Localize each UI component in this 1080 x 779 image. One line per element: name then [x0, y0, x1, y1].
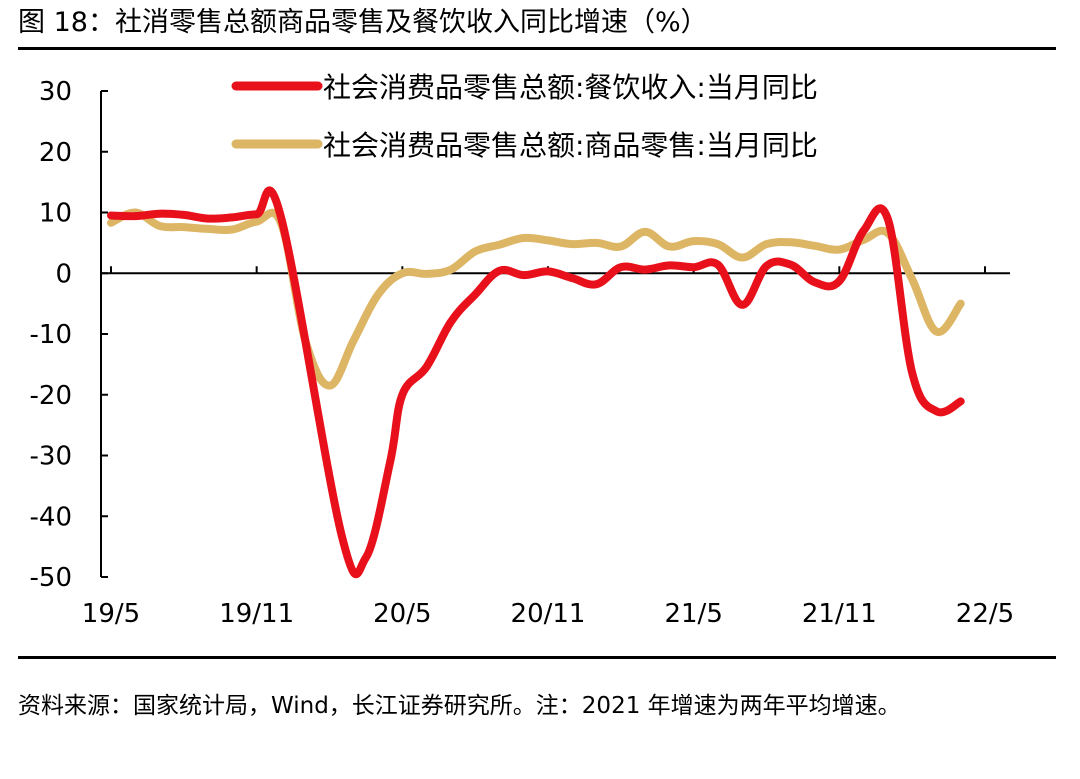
x-tick-label: 20/11 [511, 599, 586, 629]
x-tick-label: 19/11 [219, 599, 294, 629]
series-line-goods [107, 208, 965, 390]
y-tick-label: -10 [30, 320, 72, 350]
series-lines [107, 186, 965, 579]
y-tick-label: -30 [30, 442, 72, 472]
legend-label-catering: 社会消费品零售总额:餐饮收入:当月同比 [323, 71, 818, 104]
title-rule [18, 47, 1056, 50]
plot-frame [100, 91, 1010, 577]
legend-label-goods: 社会消费品零售总额:商品零售:当月同比 [323, 129, 818, 162]
source-rule [18, 656, 1056, 659]
y-tick-label: -50 [30, 563, 72, 593]
y-tick-label: -40 [30, 502, 72, 532]
y-tick-label: -20 [30, 381, 72, 411]
y-tick-label: 10 [39, 199, 72, 229]
y-axis-ticks: 30 20 10 0 -10 -20 -30 -40 -50 [30, 77, 108, 593]
x-tick-label: 22/5 [956, 599, 1014, 629]
chart-title: 图 18：社消零售总额商品零售及餐饮收入同比增速（%） [18, 7, 708, 38]
legend: 社会消费品零售总额:餐饮收入:当月同比 社会消费品零售总额:商品零售:当月同比 [231, 71, 818, 162]
y-tick-label: 0 [55, 259, 72, 289]
series-line-catering [107, 186, 965, 579]
y-tick-label: 20 [39, 138, 72, 168]
line-chart: 30 20 10 0 -10 -20 -30 -40 -50 19/5 19/11 20/5 20/1… [30, 71, 1015, 629]
x-tick-label: 21/11 [802, 599, 877, 629]
y-tick-label: 30 [39, 77, 72, 107]
source-note: 资料来源：国家统计局，Wind，长江证券研究所。注：2021 年增速为两年平均增… [18, 693, 901, 719]
x-tick-label: 21/5 [664, 599, 722, 629]
x-tick-label: 19/5 [82, 599, 140, 629]
x-axis-ticks: 19/5 19/11 20/5 20/11 21/5 21/11 22/5 [82, 266, 1014, 629]
x-tick-label: 20/5 [373, 599, 431, 629]
